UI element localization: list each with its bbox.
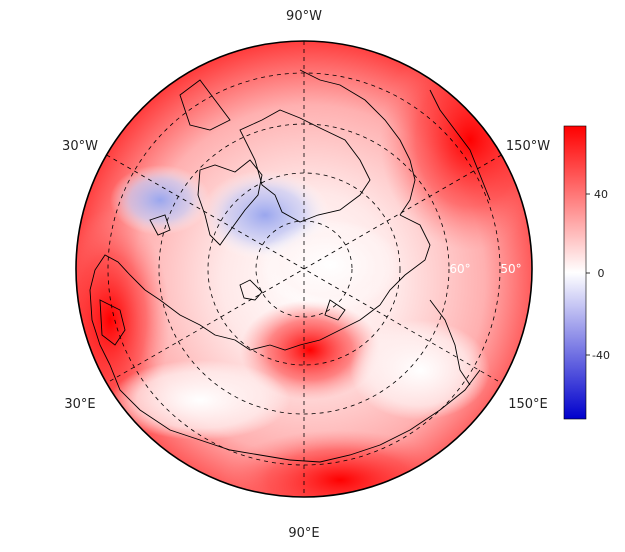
lon-label-top: 90°W xyxy=(286,9,322,24)
colorbar-label-0: 0 xyxy=(598,267,605,280)
colorbar-ramp xyxy=(563,125,587,420)
siberia-coast xyxy=(269,304,381,351)
neutral-pole xyxy=(260,220,400,310)
lon-label-bottom: 90°E xyxy=(288,526,319,541)
novaya-zemlya xyxy=(239,279,263,301)
high-anomaly-south xyxy=(220,430,460,497)
high-anomaly-siberia xyxy=(240,300,380,400)
map-border xyxy=(75,40,533,498)
bering-coast xyxy=(379,214,431,306)
colorbar-label-minus40: -40 xyxy=(592,349,610,362)
colorbar: 40 0 -40 xyxy=(563,125,610,420)
colorbar-label-40: 40 xyxy=(594,188,608,201)
europe-south-coast xyxy=(109,364,291,461)
north-america-coast xyxy=(299,69,416,216)
lat-label-60: 60° xyxy=(449,262,470,276)
iceland xyxy=(149,214,171,236)
neutral-east-asia xyxy=(350,320,490,420)
severnaya-zemlya xyxy=(324,299,346,321)
scandinavia-coast xyxy=(89,254,146,366)
japan-coast xyxy=(429,299,471,386)
lon-label-upper-right: 150°W xyxy=(506,139,550,154)
lon-label-lower-left: 30°E xyxy=(64,397,95,412)
canadian-archipelago-coast xyxy=(239,109,371,223)
asia-south-coast xyxy=(289,369,481,463)
low-anomaly-atlantic xyxy=(110,165,210,235)
greenland-coast xyxy=(197,159,263,246)
meridian-150w-30e xyxy=(106,154,502,384)
russia-arctic-coast xyxy=(144,289,271,351)
lat-label-50: 50° xyxy=(500,262,521,276)
labrador-coast xyxy=(179,79,231,131)
meridians xyxy=(106,41,502,497)
lon-label-lower-right: 150°E xyxy=(508,397,548,412)
alaska-coast xyxy=(429,89,491,201)
field-fill xyxy=(76,41,532,497)
lon-label-upper-left: 30°W xyxy=(62,139,98,154)
coastlines xyxy=(89,69,491,463)
